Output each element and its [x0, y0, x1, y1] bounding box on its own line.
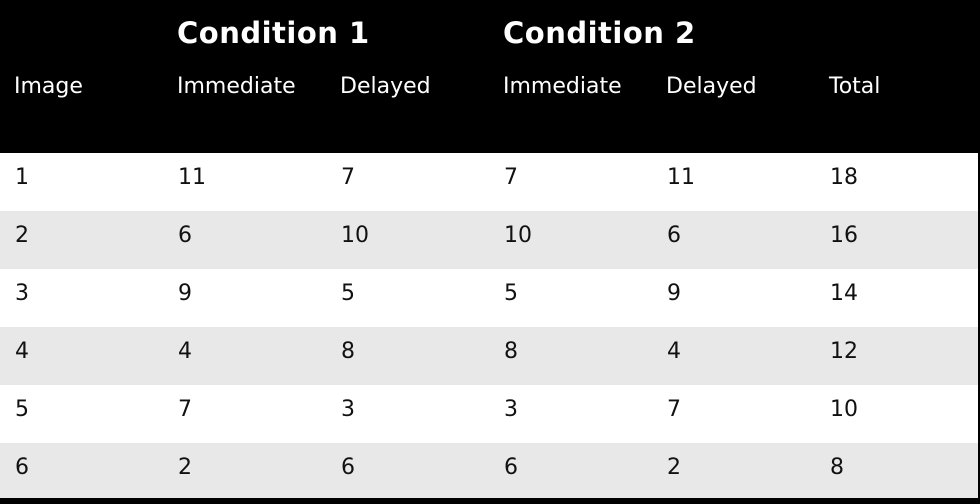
group-label-condition-1: Condition 1: [177, 16, 370, 50]
table-body: 1 11 7 7 11 18 2 6 10 10 6 16 3 9 5 5 9 …: [0, 153, 978, 501]
cell-total: 14: [830, 281, 858, 306]
column-header-immediate-1: Immediate: [177, 74, 296, 99]
cell-c2-immediate: 8: [504, 339, 518, 364]
cell-image: 2: [15, 223, 29, 248]
cell-c2-immediate: 7: [504, 165, 518, 190]
table-row: 2 6 10 10 6 16: [0, 211, 978, 269]
cell-c1-delayed: 7: [341, 165, 355, 190]
cell-c1-delayed: 3: [341, 397, 355, 422]
cell-image: 3: [15, 281, 29, 306]
cell-c1-delayed: 6: [341, 455, 355, 480]
cell-image: 6: [15, 455, 29, 480]
column-header-immediate-2: Immediate: [503, 74, 622, 99]
table-row: 6 2 6 6 2 8: [0, 443, 978, 501]
cell-c1-immediate: 6: [178, 223, 192, 248]
cell-c1-immediate: 2: [178, 455, 192, 480]
cell-c2-delayed: 11: [667, 165, 695, 190]
cell-c1-immediate: 9: [178, 281, 192, 306]
cell-c2-delayed: 6: [667, 223, 681, 248]
cell-c2-delayed: 4: [667, 339, 681, 364]
cell-c1-delayed: 8: [341, 339, 355, 364]
cell-c2-immediate: 6: [504, 455, 518, 480]
cell-total: 16: [830, 223, 858, 248]
cell-c1-immediate: 11: [178, 165, 206, 190]
table-bottom-border: [0, 498, 980, 504]
group-label-condition-2: Condition 2: [503, 16, 696, 50]
cell-total: 18: [830, 165, 858, 190]
cell-c2-delayed: 9: [667, 281, 681, 306]
column-header-delayed-2: Delayed: [666, 74, 757, 99]
cell-image: 5: [15, 397, 29, 422]
cell-image: 1: [15, 165, 29, 190]
table-row: 4 4 8 8 4 12: [0, 327, 978, 385]
table-row: 5 7 3 3 7 10: [0, 385, 978, 443]
cell-c2-immediate: 10: [504, 223, 532, 248]
table-row: 1 11 7 7 11 18: [0, 153, 978, 211]
cell-c2-delayed: 2: [667, 455, 681, 480]
column-header-delayed-1: Delayed: [340, 74, 431, 99]
cell-total: 10: [830, 397, 858, 422]
cell-c1-immediate: 4: [178, 339, 192, 364]
cell-c1-immediate: 7: [178, 397, 192, 422]
cell-image: 4: [15, 339, 29, 364]
cell-c1-delayed: 5: [341, 281, 355, 306]
cell-c1-delayed: 10: [341, 223, 369, 248]
column-header-image: Image: [14, 74, 83, 99]
table-row: 3 9 5 5 9 14: [0, 269, 978, 327]
cell-total: 12: [830, 339, 858, 364]
cell-total: 8: [830, 455, 844, 480]
cell-c2-delayed: 7: [667, 397, 681, 422]
cell-c2-immediate: 3: [504, 397, 518, 422]
column-header-total: Total: [829, 74, 881, 99]
cell-c2-immediate: 5: [504, 281, 518, 306]
table-header: Condition 1 Condition 2 Image Immediate …: [0, 0, 980, 153]
